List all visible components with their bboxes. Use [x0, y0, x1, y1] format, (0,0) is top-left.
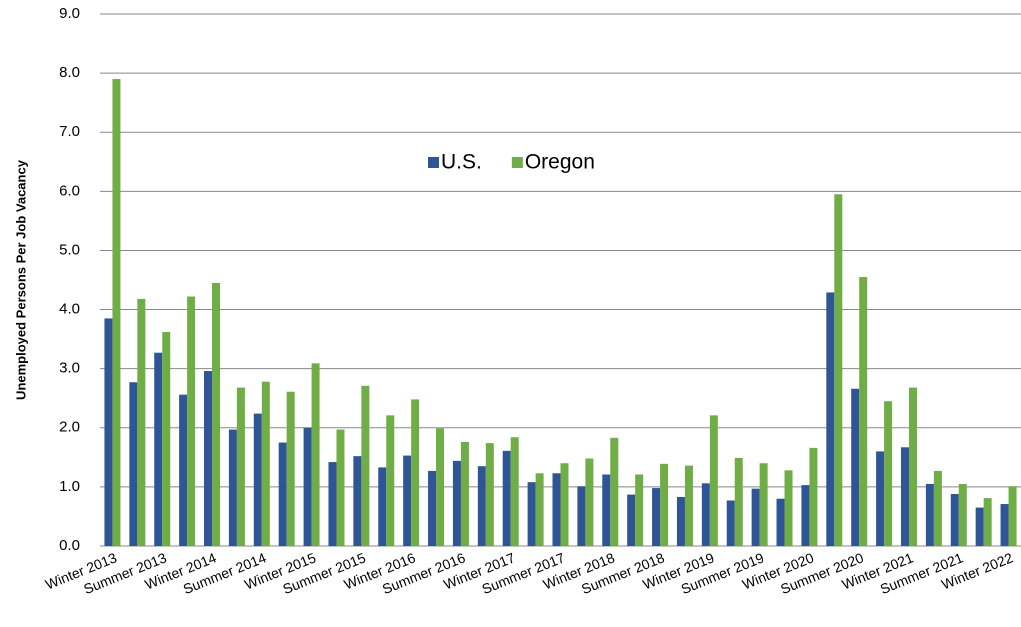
bar	[527, 482, 536, 546]
y-tick-label: 5.0	[59, 241, 80, 258]
bar	[212, 282, 221, 546]
bar	[784, 470, 793, 546]
bar	[428, 470, 437, 546]
legend-label: U.S.	[441, 151, 482, 174]
bar	[801, 485, 810, 546]
bar	[278, 442, 287, 546]
bar	[502, 450, 511, 546]
legend-swatch	[428, 157, 439, 168]
y-tick-label: 8.0	[59, 64, 80, 81]
bar	[676, 496, 685, 546]
bar	[876, 451, 885, 546]
bar	[585, 458, 594, 546]
bar	[776, 498, 785, 546]
bar	[129, 382, 138, 546]
bar	[204, 371, 213, 546]
bar	[859, 277, 868, 546]
bar	[925, 483, 934, 546]
bar	[436, 428, 445, 546]
bar	[975, 507, 984, 546]
bar	[834, 194, 843, 547]
y-tick-label: 4.0	[59, 301, 80, 318]
y-tick-label: 7.0	[59, 123, 80, 140]
bar	[361, 385, 370, 546]
bar	[734, 457, 743, 546]
bar	[908, 387, 917, 546]
bar	[900, 447, 909, 546]
bar	[311, 363, 320, 546]
bar	[809, 447, 818, 546]
bar	[477, 466, 486, 546]
bar	[652, 488, 661, 546]
bar	[851, 388, 860, 546]
bar	[154, 352, 163, 546]
bar	[460, 441, 469, 546]
bar	[684, 465, 693, 546]
bar	[137, 298, 146, 546]
bar	[510, 437, 519, 546]
bar	[1008, 486, 1017, 546]
y-tick-label: 3.0	[59, 360, 80, 377]
bar	[950, 493, 959, 546]
bar	[701, 483, 710, 546]
bar	[709, 415, 718, 546]
bar	[933, 470, 942, 546]
bar	[253, 413, 262, 546]
y-axis-title: Unemployed Persons Per Job Vacancy	[13, 159, 28, 400]
bar	[660, 463, 669, 546]
y-tick-label: 9.0	[59, 5, 80, 22]
bar	[162, 332, 171, 546]
bar	[983, 498, 992, 546]
bar	[228, 429, 237, 546]
bar	[328, 462, 337, 546]
bar	[187, 296, 196, 546]
bar	[104, 318, 113, 546]
bar	[378, 467, 387, 546]
y-tick-label: 1.0	[59, 478, 80, 495]
bar	[610, 437, 619, 546]
bar	[552, 473, 561, 546]
bar	[303, 427, 312, 546]
bar	[112, 79, 121, 547]
y-tick-label: 0.0	[59, 537, 80, 554]
bar	[485, 443, 494, 546]
bar	[261, 381, 270, 546]
bar	[336, 429, 345, 546]
bar	[726, 500, 735, 546]
bar	[627, 494, 636, 546]
bar	[958, 483, 967, 546]
bar	[411, 399, 420, 546]
bar	[759, 463, 768, 546]
bar	[403, 455, 412, 546]
bar	[179, 394, 188, 546]
bar	[826, 292, 835, 546]
bar	[884, 401, 893, 546]
y-tick-label: 6.0	[59, 182, 80, 199]
bar	[452, 460, 461, 546]
bar	[751, 488, 760, 546]
bar	[1000, 504, 1009, 546]
legend-swatch	[511, 157, 523, 168]
bar	[560, 463, 569, 546]
bar	[286, 391, 295, 546]
bar	[353, 456, 362, 546]
bar	[635, 474, 644, 546]
bar	[236, 387, 245, 546]
bar	[535, 473, 544, 546]
bar	[386, 415, 395, 546]
y-tick-label: 2.0	[59, 419, 80, 436]
bar	[577, 486, 586, 546]
bar	[602, 474, 611, 546]
legend-label: Oregon	[525, 151, 595, 174]
